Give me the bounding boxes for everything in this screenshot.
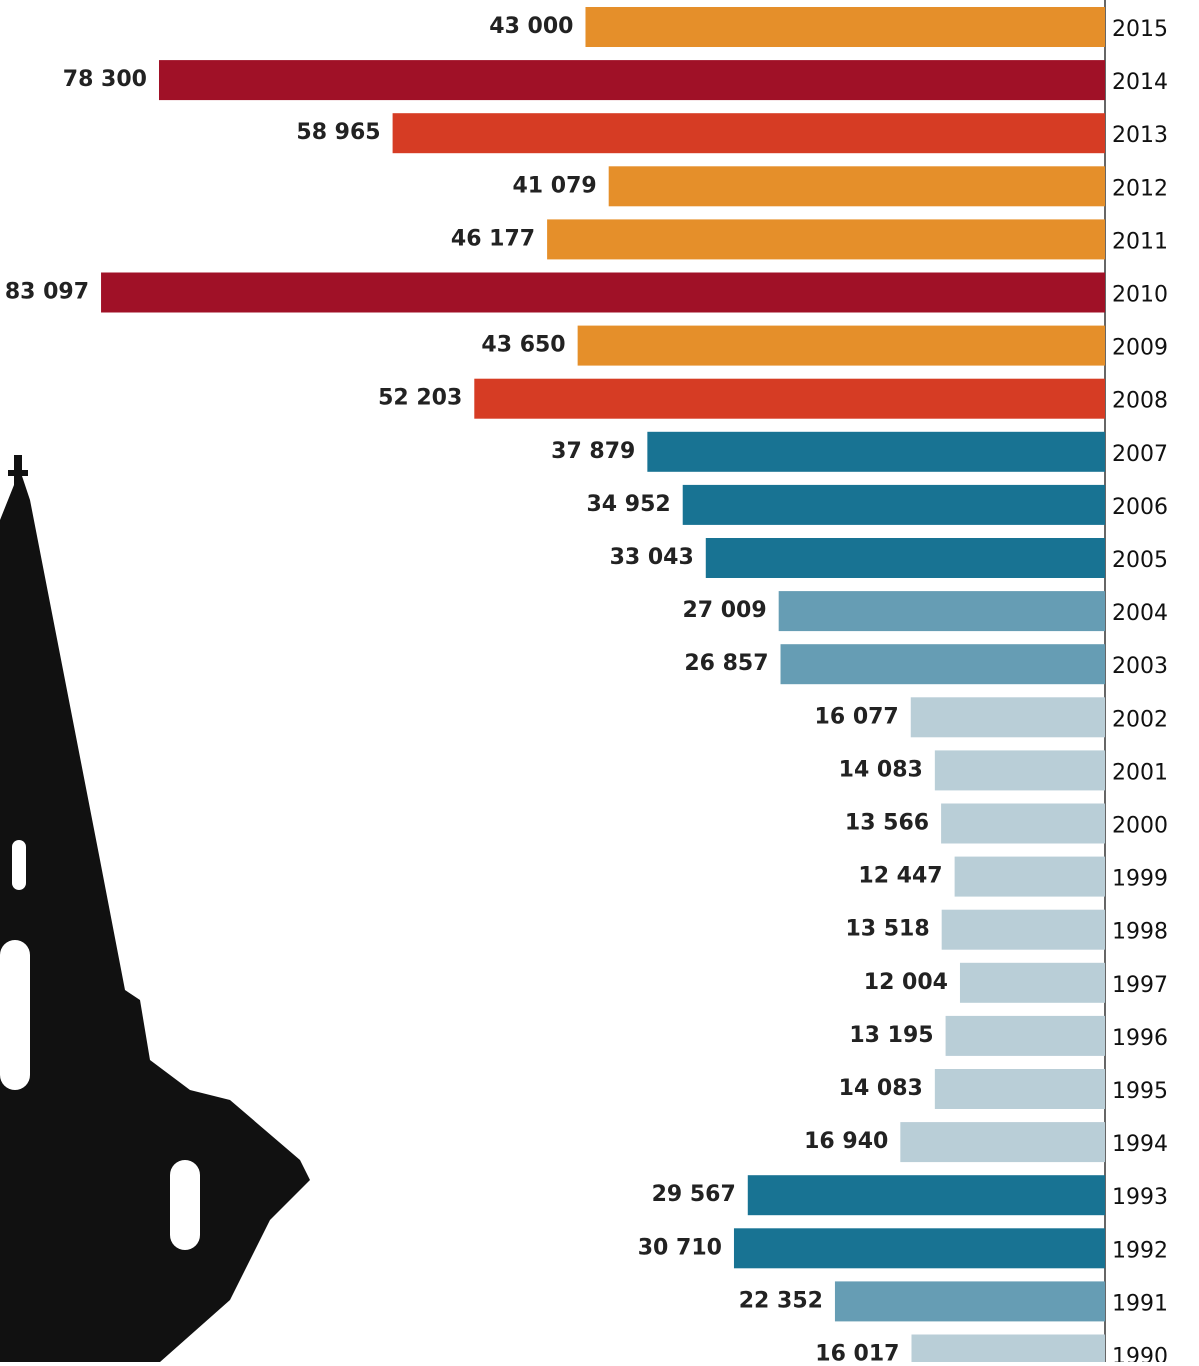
year-label: 1992: [1112, 1238, 1168, 1263]
page: {"chart_data": {"type": "hbar", "categor…: [0, 0, 1199, 1362]
year-label: 1994: [1112, 1132, 1168, 1157]
value-label: 78 300: [63, 67, 147, 92]
year-label: 2010: [1112, 283, 1168, 308]
year-label: 2008: [1112, 389, 1168, 414]
year-label: 1999: [1112, 867, 1168, 892]
value-label: 43 650: [481, 333, 565, 358]
year-label: 1990: [1112, 1345, 1168, 1363]
value-label: 43 000: [489, 14, 573, 39]
value-label: 46 177: [451, 226, 535, 251]
value-label: 29 567: [652, 1182, 736, 1207]
year-label: 2012: [1112, 176, 1168, 201]
bar: [781, 644, 1105, 684]
year-label: 1998: [1112, 920, 1168, 945]
year-label: 2003: [1112, 654, 1168, 679]
year-label: 1997: [1112, 973, 1168, 998]
year-label: 2004: [1112, 601, 1168, 626]
value-label: 13 518: [845, 917, 929, 942]
value-label: 14 083: [839, 757, 923, 782]
value-label: 34 952: [587, 492, 671, 517]
bar: [547, 219, 1105, 259]
bar: [578, 326, 1105, 366]
year-label: 2005: [1112, 548, 1168, 573]
value-label: 14 083: [839, 1076, 923, 1101]
year-label: 2011: [1112, 229, 1168, 254]
year-label: 1991: [1112, 1291, 1168, 1316]
value-label: 52 203: [378, 386, 462, 411]
bar: [935, 750, 1105, 790]
bar: [706, 538, 1105, 578]
bar: [911, 697, 1105, 737]
bar: [955, 857, 1105, 897]
year-label: 2000: [1112, 814, 1168, 839]
bar: [474, 379, 1105, 419]
bar: [900, 1122, 1105, 1162]
year-label: 2002: [1112, 707, 1168, 732]
church-silhouette: [0, 455, 310, 1362]
bar: [748, 1175, 1105, 1215]
year-label: 2007: [1112, 442, 1168, 467]
year-label: 1996: [1112, 1026, 1168, 1051]
value-label: 58 965: [296, 120, 380, 145]
year-label: 2006: [1112, 495, 1168, 520]
value-label: 13 566: [845, 811, 929, 836]
year-label: 2013: [1112, 123, 1168, 148]
bar: [779, 591, 1105, 631]
bar: [647, 432, 1105, 472]
bar: [609, 166, 1105, 206]
bar: [393, 113, 1105, 153]
year-label: 2001: [1112, 760, 1168, 785]
value-label: 12 004: [864, 970, 948, 995]
bar: [734, 1228, 1105, 1268]
value-label: 37 879: [551, 439, 635, 464]
value-label: 16 017: [815, 1342, 899, 1363]
bar: [946, 1016, 1105, 1056]
bar: [683, 485, 1105, 525]
value-label: 33 043: [610, 545, 694, 570]
value-label: 27 009: [682, 598, 766, 623]
bar: [835, 1281, 1105, 1321]
value-label: 26 857: [684, 651, 768, 676]
value-label: 13 195: [849, 1023, 933, 1048]
bar: [585, 7, 1105, 47]
bar: [935, 1069, 1105, 1109]
value-label: 16 077: [815, 704, 899, 729]
value-label: 12 447: [858, 864, 942, 889]
bar: [960, 963, 1105, 1003]
year-label: 1993: [1112, 1185, 1168, 1210]
value-label: 22 352: [739, 1288, 823, 1313]
bar: [159, 60, 1105, 100]
chart: 43 000 2015 78 300 2014 58 965 2013 41 079 2012…: [0, 0, 1199, 1362]
value-label: 30 710: [638, 1235, 722, 1260]
bar: [941, 804, 1105, 844]
bar: [911, 1335, 1105, 1363]
bar: [101, 273, 1105, 313]
year-label: 1995: [1112, 1079, 1168, 1104]
value-label: 16 940: [804, 1129, 888, 1154]
year-label: 2015: [1112, 17, 1168, 42]
year-label: 2014: [1112, 70, 1168, 95]
year-label: 2009: [1112, 336, 1168, 361]
value-label: 83 097: [5, 280, 89, 305]
bar: [942, 910, 1105, 950]
value-label: 41 079: [512, 173, 596, 198]
